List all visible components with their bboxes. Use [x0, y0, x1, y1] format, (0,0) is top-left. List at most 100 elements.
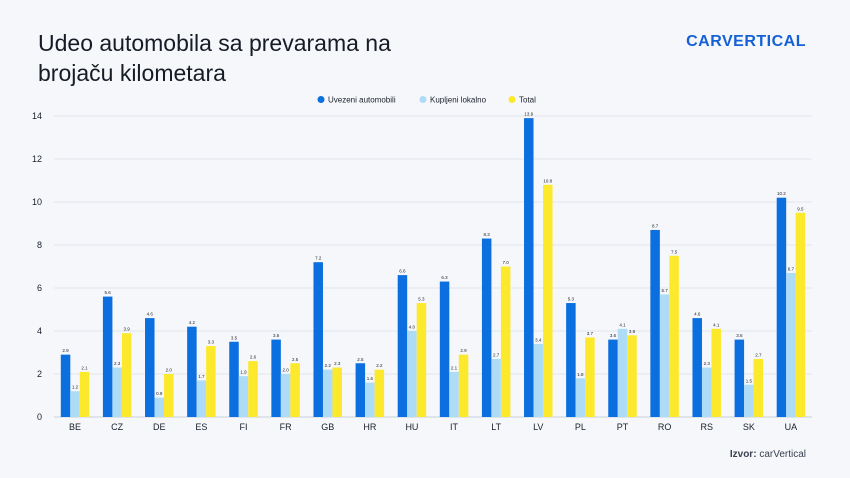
bar — [669, 255, 679, 417]
bar — [753, 358, 764, 417]
y-tick-label: 8 — [37, 240, 42, 250]
legend-label: Kupljeni lokalno — [430, 96, 487, 105]
data-label: 2.1 — [81, 365, 88, 370]
legend-marker — [317, 96, 325, 103]
x-tick-label: PT — [617, 422, 629, 432]
bar — [701, 367, 712, 417]
data-label: 4.6 — [147, 312, 154, 317]
bar — [627, 335, 637, 417]
bar — [659, 294, 670, 417]
data-label: 7.5 — [671, 249, 678, 254]
data-label: 4.0 — [409, 325, 416, 330]
data-label: 2.2 — [376, 363, 383, 368]
data-label: 2.5 — [357, 357, 364, 362]
x-tick-label: RO — [658, 422, 672, 432]
data-label: 7.2 — [315, 256, 322, 261]
data-label: 1.5 — [746, 378, 753, 383]
bar — [617, 328, 628, 417]
data-label: 2.5 — [292, 357, 299, 362]
data-label: 4.1 — [713, 322, 720, 327]
data-label: 1.8 — [577, 372, 584, 377]
data-label: 0.9 — [156, 391, 163, 396]
data-label: 8.3 — [484, 232, 491, 237]
bar — [481, 238, 492, 417]
bar — [102, 296, 113, 417]
bar — [585, 337, 595, 417]
data-label: 3.6 — [273, 333, 280, 338]
bar — [60, 354, 71, 417]
bar — [374, 369, 385, 417]
bar — [776, 197, 787, 417]
bar — [449, 371, 459, 417]
y-tick-label: 14 — [32, 111, 42, 121]
data-label: 3.5 — [231, 335, 238, 340]
bar — [313, 262, 323, 417]
bar — [407, 331, 417, 417]
data-label: 13.9 — [524, 112, 533, 117]
y-tick-label: 6 — [37, 283, 42, 293]
data-label: 2.3 — [704, 361, 711, 366]
data-label: 5.3 — [418, 297, 425, 302]
bar — [332, 367, 342, 417]
x-tick-label: RS — [700, 422, 713, 432]
bar — [70, 391, 80, 417]
legend-label: Total — [519, 96, 536, 105]
bar — [416, 303, 427, 417]
legend-marker — [508, 96, 516, 103]
y-tick-label: 12 — [32, 154, 42, 164]
carvertical-logo: CARVERTICAL — [686, 33, 806, 50]
data-label: 3.3 — [208, 340, 215, 345]
bar — [397, 275, 408, 417]
data-label: 6.3 — [441, 275, 448, 280]
bar — [145, 318, 155, 417]
bar — [500, 266, 511, 417]
data-label: 3.4 — [535, 337, 542, 342]
bar — [280, 374, 291, 417]
x-tick-label: CZ — [111, 422, 123, 432]
data-label: 3.9 — [124, 327, 131, 332]
chart-title-line-2: brojaču kilometara — [38, 60, 226, 86]
data-label: 2.2 — [325, 363, 332, 368]
data-label: 2.0 — [282, 368, 289, 373]
x-tick-label: LT — [491, 422, 501, 432]
bar — [575, 378, 586, 417]
bar — [196, 380, 207, 417]
y-tick-label: 4 — [37, 326, 42, 336]
bar — [543, 184, 553, 417]
bar — [238, 376, 249, 417]
x-tick-label: FR — [280, 422, 292, 432]
data-label: 1.6 — [367, 376, 374, 381]
data-label: 4.6 — [694, 312, 701, 317]
data-label: 5.7 — [661, 288, 668, 293]
data-label: 1.9 — [240, 370, 247, 375]
bar — [322, 369, 333, 417]
y-tick-label: 0 — [37, 412, 42, 422]
data-label: 2.9 — [62, 348, 69, 353]
data-label: 6.6 — [399, 269, 406, 274]
x-tick-label: DE — [153, 422, 166, 432]
bar — [112, 367, 122, 417]
bar — [491, 358, 501, 417]
x-tick-label: IT — [450, 422, 459, 432]
x-tick-label: HU — [405, 422, 418, 432]
data-label: 5.6 — [105, 290, 112, 295]
data-label: 7.0 — [503, 260, 510, 265]
bar — [795, 212, 806, 417]
data-label: 2.0 — [166, 368, 173, 373]
data-label: 2.9 — [460, 348, 467, 353]
x-tick-label: HR — [363, 422, 376, 432]
chart-title-line-1: Udeo automobila sa prevarama na — [38, 30, 391, 56]
x-tick-label: UA — [785, 422, 798, 432]
source-value: carVertical — [759, 449, 806, 460]
bar — [439, 281, 450, 417]
bar — [533, 343, 544, 417]
data-label: 3.6 — [610, 333, 617, 338]
bar — [121, 333, 132, 417]
data-label: 4.2 — [189, 320, 196, 325]
bar — [566, 303, 576, 417]
bar — [365, 382, 375, 417]
bar — [271, 339, 281, 417]
bar — [248, 361, 258, 417]
source-label: Izvor: — [729, 449, 757, 460]
